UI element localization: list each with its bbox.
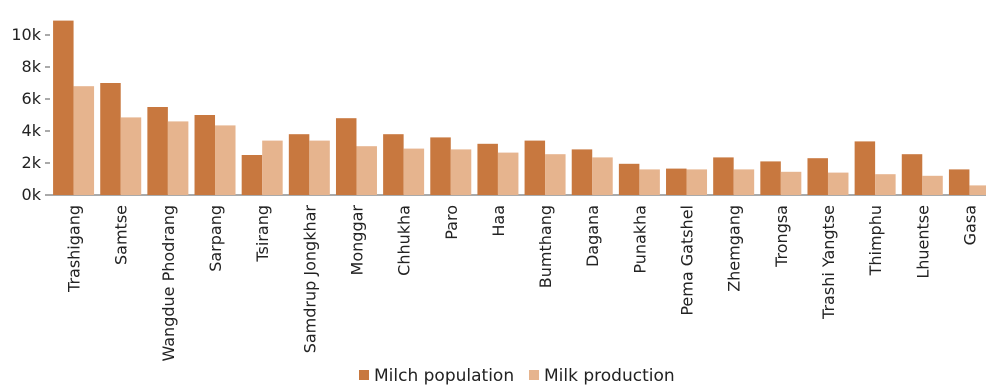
bar-milk-production bbox=[74, 86, 95, 195]
category-label: Sarpang bbox=[206, 205, 225, 272]
bar-milch-population bbox=[383, 134, 404, 195]
legend-swatch bbox=[359, 370, 369, 380]
bar-milk-production bbox=[592, 157, 613, 195]
legend-label: Milch population bbox=[374, 366, 514, 386]
bar-milch-population bbox=[760, 161, 781, 195]
category-label: Tsirang bbox=[253, 205, 272, 263]
x-axis: Trashigang Samtse Wangdue Phodrang Sarpang T… bbox=[65, 205, 980, 362]
category-label: Trashi Yangtse bbox=[819, 205, 838, 320]
category-label: Gasa bbox=[960, 205, 979, 245]
category-label: Bumthang bbox=[536, 205, 555, 288]
y-tick-label: 6k bbox=[22, 89, 42, 108]
bar-milch-population bbox=[572, 149, 593, 195]
category-label: Trongsa bbox=[772, 205, 791, 268]
bar-milk-production bbox=[922, 176, 943, 195]
bar-milch-population bbox=[100, 83, 121, 195]
bar-milk-production bbox=[781, 172, 802, 195]
bar-milk-production bbox=[215, 125, 236, 195]
bar-milk-production bbox=[498, 153, 519, 195]
category-label: Monggar bbox=[347, 205, 366, 276]
bar-milch-population bbox=[147, 107, 168, 195]
bar-milk-production bbox=[121, 117, 142, 195]
y-tick-label: 8k bbox=[22, 57, 42, 76]
bars bbox=[53, 21, 986, 195]
bar-milch-population bbox=[855, 141, 876, 195]
bar-milk-production bbox=[309, 141, 330, 195]
category-label: Lhuentse bbox=[913, 205, 932, 279]
category-label: Pema Gatshel bbox=[678, 205, 697, 316]
category-label: Samtse bbox=[112, 205, 131, 265]
bar-milch-population bbox=[430, 137, 451, 195]
y-tick-label: 10k bbox=[11, 25, 41, 44]
bar-milk-production bbox=[687, 169, 708, 195]
bar-milch-population bbox=[949, 169, 970, 195]
bar-milch-population bbox=[713, 157, 734, 195]
bar-milch-population bbox=[902, 154, 923, 195]
bar-milk-production bbox=[545, 154, 566, 195]
bar-milch-population bbox=[525, 141, 546, 195]
bar-milk-production bbox=[451, 149, 472, 195]
bar-milch-population bbox=[666, 169, 687, 195]
bar-milk-production bbox=[639, 169, 660, 195]
category-label: Zhemgang bbox=[725, 205, 744, 292]
category-label: Chhukha bbox=[395, 205, 414, 276]
y-tick-label: 4k bbox=[22, 121, 42, 140]
category-label: Haa bbox=[489, 205, 508, 237]
bar-milk-production bbox=[969, 185, 986, 195]
bar-milk-production bbox=[875, 174, 896, 195]
category-label: Dagana bbox=[583, 205, 602, 267]
category-label: Trashigang bbox=[65, 205, 84, 293]
bar-milch-population bbox=[195, 115, 216, 195]
bar-milch-population bbox=[289, 134, 310, 195]
category-label: Samdrup Jongkhar bbox=[300, 205, 319, 354]
bar-milk-production bbox=[404, 149, 425, 195]
bar-milch-population bbox=[477, 144, 498, 195]
bar-milk-production bbox=[262, 141, 283, 195]
bar-milch-population bbox=[336, 118, 357, 195]
category-label: Thimphu bbox=[866, 205, 885, 276]
legend-swatch bbox=[529, 370, 539, 380]
category-label: Paro bbox=[442, 205, 461, 240]
bar-milch-population bbox=[619, 164, 640, 195]
y-tick-label: 0k bbox=[22, 185, 42, 204]
bar-milk-production bbox=[356, 146, 377, 195]
bar-milch-population bbox=[53, 21, 73, 195]
legend: Milch population Milk production bbox=[359, 366, 675, 386]
bar-milk-production bbox=[168, 121, 189, 195]
bar-milk-production bbox=[734, 169, 755, 195]
bar-milk-production bbox=[828, 173, 849, 195]
bar-milch-population bbox=[807, 158, 828, 195]
bar-milch-population bbox=[242, 155, 262, 195]
category-label: Wangdue Phodrang bbox=[159, 205, 178, 362]
y-tick-label: 2k bbox=[22, 153, 42, 172]
legend-label: Milk production bbox=[544, 366, 675, 386]
category-label: Punakha bbox=[630, 205, 649, 274]
